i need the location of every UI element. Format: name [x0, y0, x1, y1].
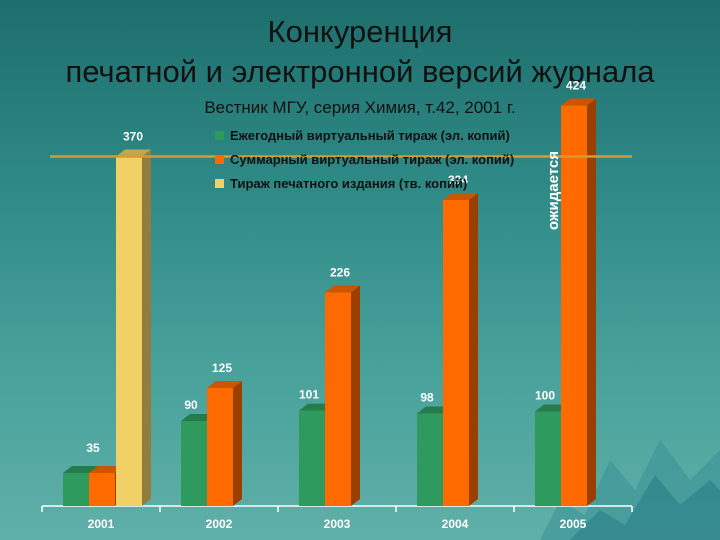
legend-entry: Тираж печатного издания (тв. копий)	[230, 176, 467, 191]
bar-orange-2001	[89, 472, 115, 506]
bar-green-2004	[417, 413, 443, 506]
legend-swatch	[215, 155, 224, 164]
bar-orange-2005-top	[561, 98, 596, 106]
legend-entry: Ежегодный виртуальный тираж (эл. копий)	[230, 128, 510, 143]
bar-orange-2004	[443, 200, 469, 506]
bar-green-2003	[299, 410, 325, 506]
data-label-orange-2002: 125	[212, 361, 232, 375]
bar-orange-2002-top	[207, 380, 242, 388]
bar-green-2002	[181, 421, 207, 506]
data-label-green-2003: 101	[299, 388, 319, 402]
chart-title-line-1: Конкуренция	[267, 14, 453, 49]
x-tick-label: 2003	[324, 517, 351, 531]
bar-orange-2003-side	[351, 285, 360, 506]
bar-orange-2002-side	[233, 380, 242, 506]
x-tick-label: 2005	[560, 517, 587, 531]
chart-title-line-2: печатной и электронной версий журнала	[65, 54, 655, 89]
bar-yellow-2001-top	[116, 149, 151, 157]
bar-green-2001	[63, 472, 89, 506]
data-label-yellow-2001: 370	[123, 130, 143, 144]
bar-orange-2003	[325, 292, 351, 506]
bar-green-2005	[535, 411, 561, 506]
x-tick-label: 2004	[442, 517, 469, 531]
annotation-expected: ожидается	[545, 151, 562, 230]
bar-orange-2005-side	[587, 98, 596, 507]
data-label-orange-2004: 324	[448, 173, 468, 187]
data-label-orange-2005: 424	[566, 79, 586, 93]
chart-subtitle: Вестник МГУ, серия Химия, т.42, 2001 г.	[204, 98, 516, 117]
bar-orange-2001-top	[89, 465, 124, 473]
bar-orange-2004-side	[469, 193, 478, 506]
data-label-orange-2003: 226	[330, 266, 350, 280]
bar-orange-2005	[561, 105, 587, 507]
data-label-green-2002: 90	[184, 398, 198, 412]
legend-entry: Суммарный виртуальный тираж (эл. копий)	[230, 152, 514, 167]
bar-orange-2004-top	[443, 193, 478, 200]
bar-yellow-2001	[116, 156, 142, 507]
data-label-green-2005: 100	[535, 389, 555, 403]
data-label-green-2001: 35	[86, 441, 100, 455]
bar-orange-2002	[207, 387, 233, 506]
bar-green-2001-top	[63, 465, 98, 473]
bar-orange-2003-top	[325, 285, 360, 293]
bar-yellow-2001-side	[142, 149, 151, 507]
mountain-decoration	[540, 440, 720, 540]
legend-swatch	[215, 131, 224, 140]
x-tick-label: 2001	[88, 517, 115, 531]
legend-swatch	[215, 179, 224, 188]
x-tick-label: 2002	[206, 517, 233, 531]
data-label-green-2004: 98	[420, 390, 434, 404]
